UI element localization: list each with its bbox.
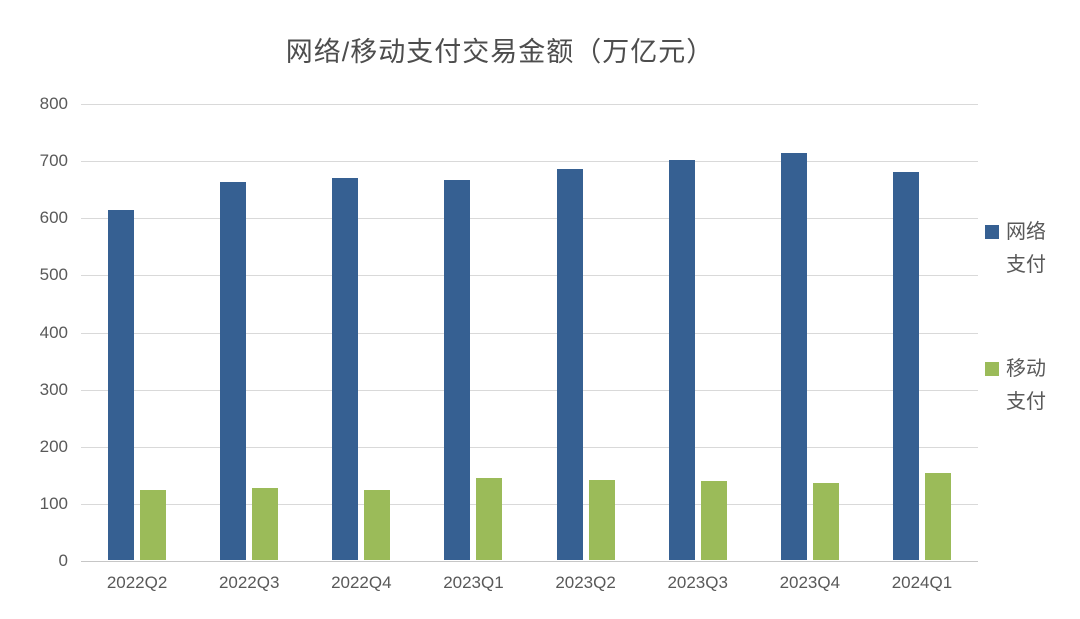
bar-network-2023q3 xyxy=(668,159,695,560)
plot-area: 0 100 200 300 400 500 600 700 800 2022Q2 2022Q3 202… xyxy=(40,94,978,592)
gridline xyxy=(81,503,978,505)
y-axis-tick-label: 800 xyxy=(39,94,68,113)
bar-network-2022q4 xyxy=(332,178,359,560)
bar-group-2022q3 xyxy=(193,103,305,560)
legend-label-mobile-payment: 移动支付 xyxy=(1006,358,1046,413)
y-axis-tick-label: 0 xyxy=(58,551,68,570)
y-axis-tick-label: 400 xyxy=(39,322,68,342)
bar-network-2022q2 xyxy=(108,210,135,560)
x-axis-tick-label: 2022Q4 xyxy=(331,573,392,592)
y-axis-tick-label: 600 xyxy=(39,208,68,228)
y-axis-tick-label: 500 xyxy=(39,265,68,285)
x-axis-tick-label: 2023Q4 xyxy=(779,573,841,592)
legend-item-network-payment: 网络支付 xyxy=(985,216,1050,282)
x-axis-tick-label: 2022Q2 xyxy=(106,573,168,592)
bar-network-2023q1 xyxy=(444,179,471,560)
bar-group-2024q1 xyxy=(866,103,978,560)
x-axis-tick-label: 2023Q1 xyxy=(443,573,504,592)
bar-mobile-2023q2 xyxy=(588,480,615,560)
legend-item-mobile-payment: 移动支付 xyxy=(985,353,1050,419)
bar-mobile-2022q2 xyxy=(140,490,167,560)
bar-group-2023q3 xyxy=(642,103,754,560)
x-axis-tick-label: 2023Q2 xyxy=(555,573,616,592)
gridline xyxy=(81,218,978,220)
y-axis-tick-label: 300 xyxy=(39,379,68,399)
gridline xyxy=(81,161,978,163)
gridline xyxy=(81,332,978,334)
bar-mobile-2023q1 xyxy=(476,478,503,560)
gridline xyxy=(81,389,978,391)
bar-mobile-2022q4 xyxy=(364,490,391,560)
legend-swatch-mobile-payment xyxy=(985,362,999,376)
gridline xyxy=(81,446,978,448)
bar-mobile-2023q3 xyxy=(700,481,727,560)
y-axis-tick-label: 100 xyxy=(39,493,68,513)
bar-group-2022q2 xyxy=(81,103,193,560)
chart-title: 网络/移动支付交易金额（万亿元） xyxy=(285,37,715,67)
chart-legend: 网络支付 移动支付 xyxy=(985,0,1080,619)
bar-network-2023q4 xyxy=(780,153,807,560)
bar-group-2023q1 xyxy=(417,103,529,560)
legend-swatch-network-payment xyxy=(985,225,999,239)
x-axis-tick-label: 2022Q3 xyxy=(218,573,280,592)
gridline xyxy=(81,104,978,105)
legend-label-network-payment: 网络支付 xyxy=(1006,221,1046,276)
bar-mobile-2023q4 xyxy=(812,483,839,560)
y-axis-tick-label: 200 xyxy=(39,436,68,456)
bar-group-2023q2 xyxy=(530,103,642,560)
bar-network-2024q1 xyxy=(892,171,919,560)
x-axis-tick-label: 2024Q1 xyxy=(891,573,953,592)
x-axis-tick-label: 2023Q3 xyxy=(667,573,728,592)
bar-network-2023q2 xyxy=(556,168,583,560)
gridline xyxy=(81,275,978,277)
bar-mobile-2022q3 xyxy=(252,488,279,560)
y-axis-tick-label: 700 xyxy=(39,151,68,171)
bar-mobile-2024q1 xyxy=(924,473,951,560)
bar-group-2023q4 xyxy=(754,103,866,560)
x-axis-line xyxy=(81,561,978,562)
bar-network-2022q3 xyxy=(220,182,247,560)
bar-group-2022q4 xyxy=(305,103,417,560)
